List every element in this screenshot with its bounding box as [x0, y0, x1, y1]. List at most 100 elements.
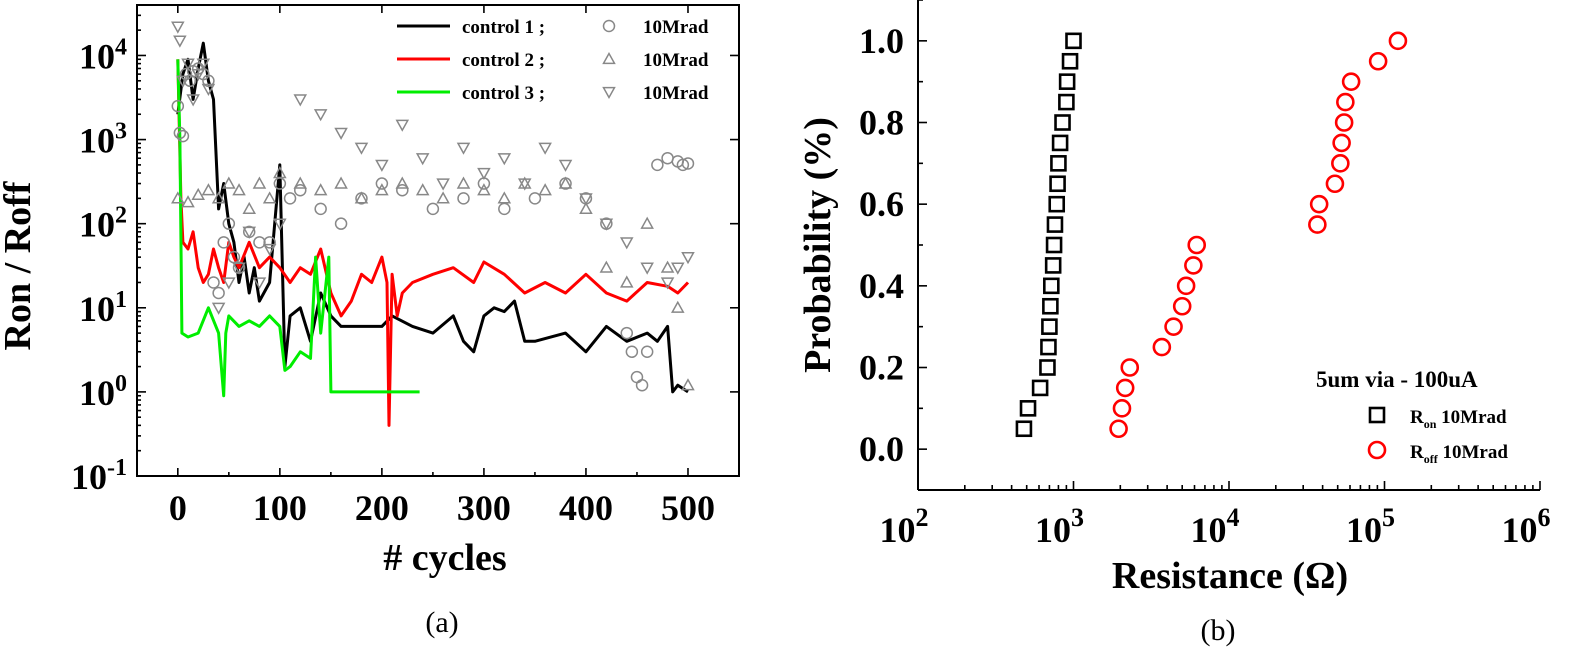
- chart-a: 0 100 200 300 400 500 10-1 100 101 102 103 104 # c…: [0, 4, 740, 639]
- legend-marker-swatch: [602, 51, 616, 65]
- data-point: [1046, 216, 1064, 233]
- data-point: [456, 176, 471, 189]
- data-point: [1048, 195, 1066, 213]
- data-point: [173, 126, 187, 140]
- chart-a-x-ticks: 0 100 200 300 400 500: [169, 5, 715, 528]
- series-markers-circle: [1109, 31, 1408, 439]
- data-point: [528, 192, 542, 205]
- data-point: [1019, 400, 1037, 417]
- x-tick-label: 400: [559, 488, 613, 528]
- data-point: [313, 109, 328, 122]
- data-point: [293, 176, 308, 189]
- data-point: [1040, 338, 1057, 356]
- series-markers-triangle-down: [171, 21, 695, 315]
- data-point: [181, 58, 195, 71]
- data-point: [211, 191, 226, 204]
- data-point: [599, 218, 614, 231]
- data-point: [579, 201, 593, 215]
- data-point: [396, 183, 409, 197]
- x-tick-label: 300: [457, 488, 511, 528]
- data-point: [232, 183, 246, 196]
- data-point: [1164, 317, 1183, 336]
- data-point: [1041, 318, 1058, 335]
- data-point: [354, 191, 369, 204]
- data-point: [415, 153, 430, 166]
- data-point: [1334, 113, 1354, 132]
- data-point: [1120, 358, 1140, 377]
- data-point: [1058, 93, 1075, 111]
- data-point: [1176, 276, 1196, 296]
- data-point: [630, 370, 644, 384]
- data-point: [456, 142, 471, 155]
- data-point: [176, 129, 190, 143]
- series-markers-circle: [171, 62, 695, 392]
- legend-marker-label: 10Mrad: [643, 50, 709, 71]
- data-point: [1065, 32, 1082, 50]
- data-point: [651, 158, 664, 172]
- x-tick-label: 106: [1502, 503, 1551, 550]
- data-point: [212, 286, 225, 300]
- data-point: [1061, 52, 1079, 70]
- data-point: [171, 191, 185, 204]
- chart-a-plot-area: [171, 21, 695, 427]
- data-point: [661, 151, 674, 165]
- data-point: [375, 183, 389, 196]
- data-point: [201, 83, 216, 96]
- data-point: [1332, 133, 1351, 153]
- legend-line-label: control 3 ;: [462, 83, 545, 104]
- data-point: [1042, 297, 1059, 315]
- data-point: [242, 201, 257, 215]
- data-point: [334, 127, 348, 140]
- legend-marker-label: 10Mrad: [643, 17, 709, 38]
- data-point: [313, 183, 328, 196]
- data-point: [660, 260, 675, 273]
- data-point: [1152, 337, 1172, 357]
- data-point: [599, 260, 614, 273]
- data-point: [222, 277, 236, 290]
- data-point: [1325, 174, 1345, 194]
- data-point: [211, 302, 226, 315]
- data-point: [619, 237, 634, 250]
- chart-a-legend: control 1 ; 10Mrad control 2 ; 10Mrad contro…: [397, 17, 709, 104]
- data-point: [1187, 235, 1207, 255]
- y-tick-label: 101: [79, 287, 127, 329]
- x-tick-label: 103: [1035, 503, 1084, 550]
- chart-a-frame: [136, 4, 740, 477]
- data-point: [262, 191, 277, 204]
- panel-label-b: (b): [1201, 614, 1236, 647]
- data-point: [1308, 215, 1327, 234]
- data-point: [207, 276, 220, 289]
- data-point: [283, 192, 297, 205]
- data-point: [191, 187, 205, 201]
- x-tick-label: 100: [253, 488, 307, 528]
- data-point: [1109, 419, 1128, 439]
- data-point: [436, 178, 450, 191]
- data-point: [191, 68, 205, 82]
- data-point: [625, 345, 639, 359]
- data-point: [1050, 155, 1067, 172]
- series-markers-triangle-up: [171, 165, 695, 391]
- data-point: [1054, 114, 1071, 131]
- data-point: [1051, 134, 1069, 152]
- series-markers-square: [1015, 32, 1082, 438]
- data-point: [334, 176, 348, 189]
- y-tick-label: 0.4: [859, 266, 904, 306]
- chart-a-ylabel: Ron / Roff: [0, 180, 39, 350]
- legend-title: 5um via - 100uA: [1316, 367, 1478, 392]
- data-point: [1049, 175, 1066, 193]
- legend-entry-label: Roff 10Mrad: [1410, 442, 1508, 466]
- legend-marker-swatch: [1367, 440, 1387, 460]
- legend-entry-label: Ron 10Mrad: [1410, 407, 1507, 431]
- data-point: [1388, 31, 1408, 51]
- data-point: [1115, 378, 1135, 398]
- y-tick-label: 103: [79, 119, 127, 161]
- data-point: [201, 183, 216, 196]
- data-point: [1044, 257, 1062, 274]
- y-tick-label: 0.8: [859, 103, 904, 143]
- y-tick-label: 100: [79, 371, 127, 413]
- chart-b-x-ticks: 102 103 104 105 106: [880, 481, 1551, 550]
- x-tick-label: 500: [661, 488, 715, 528]
- data-point: [426, 202, 440, 216]
- data-point: [1331, 154, 1350, 173]
- chart-b-xlabel: Resistance (Ω): [1112, 555, 1348, 597]
